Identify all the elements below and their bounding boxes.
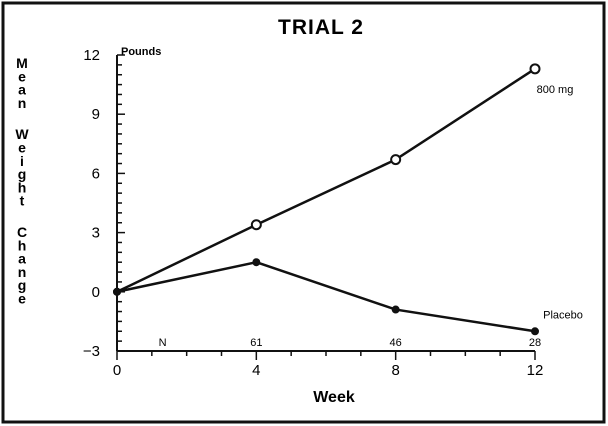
n-count-label: 46 (390, 337, 402, 349)
series-label: 800 mg (537, 84, 574, 96)
n-count-label: 28 (529, 337, 541, 349)
y-label-letter: h (18, 179, 27, 195)
data-point (390, 154, 402, 166)
y-label-letter: a (18, 251, 26, 267)
y-label-letter: i (20, 153, 24, 169)
y-tick-label: −3 (83, 343, 100, 360)
y-label-letter: C (17, 224, 27, 240)
y-label-letter: a (18, 82, 26, 98)
data-point (252, 258, 261, 267)
series-line-placebo (116, 260, 536, 333)
data-point (250, 219, 262, 231)
x-tick-label: 0 (113, 362, 121, 379)
plot-area: 800 mg Placebo (113, 63, 583, 336)
y-label-letter: e (18, 291, 26, 307)
y-unit-label: Pounds (121, 46, 161, 58)
y-label-letter: t (20, 193, 25, 209)
y-tick-label: 9 (92, 106, 100, 123)
y-tick-label: 0 (92, 284, 100, 301)
y-label-letter: e (18, 140, 26, 156)
data-point (391, 305, 400, 314)
data-point (531, 327, 539, 336)
y-label-letter: W (15, 126, 29, 142)
chart-title: TRIAL 2 (278, 16, 364, 39)
data-point (113, 287, 121, 296)
x-axis-label: Week (313, 389, 355, 406)
axes: −3 0 3 6 9 12 0 4 8 12 N 61 46 28 (83, 47, 543, 379)
x-tick-label: 12 (527, 362, 544, 379)
y-label-letter: h (18, 237, 27, 253)
y-label-letter: g (18, 277, 27, 293)
y-label-letter: n (18, 95, 27, 111)
series-label: Placebo (543, 309, 583, 321)
y-label-letter: M (16, 55, 28, 71)
x-tick-label: 4 (252, 362, 260, 379)
y-label-letter: g (18, 166, 27, 182)
y-label-letter: e (18, 68, 26, 84)
series-line-800mg (116, 67, 536, 293)
y-tick-label: 12 (83, 47, 100, 64)
data-point (529, 63, 541, 75)
n-count-label: 61 (250, 337, 262, 349)
x-tick-label: 8 (391, 362, 399, 379)
n-label: N (159, 337, 167, 349)
y-label-letter: n (18, 264, 27, 280)
y-tick-label: 6 (92, 165, 100, 182)
y-tick-label: 3 (92, 225, 100, 242)
